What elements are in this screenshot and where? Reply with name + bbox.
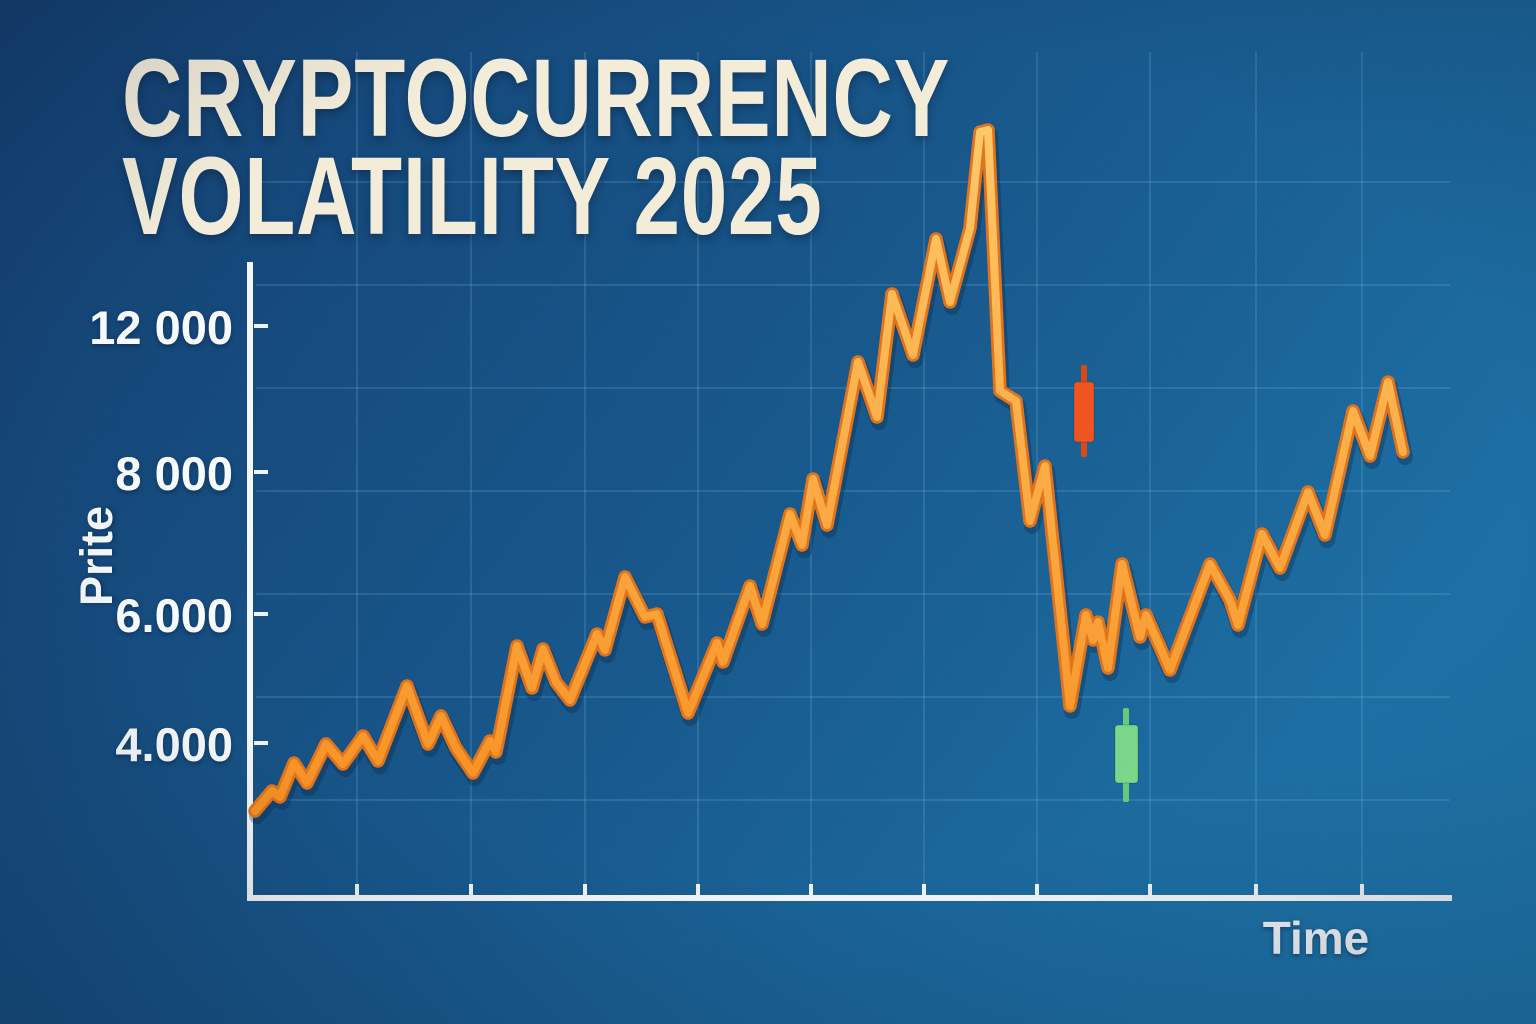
y-tick-label: 8 000 [115, 447, 233, 500]
y-tick-label: 4.000 [115, 718, 233, 771]
y-tick-label: 12 000 [89, 301, 233, 354]
y-axis-label: Prite [71, 505, 122, 607]
chart-title: CRYPTOCURRENCY VOLATILITY 2025 [122, 37, 951, 258]
chart-title-line-1: CRYPTOCURRENCY [122, 37, 951, 160]
y-tick-label: 6.000 [115, 589, 233, 642]
chart-title-line-2: VOLATILITY 2025 [122, 134, 823, 258]
x-axis-label: Time [1262, 912, 1370, 964]
